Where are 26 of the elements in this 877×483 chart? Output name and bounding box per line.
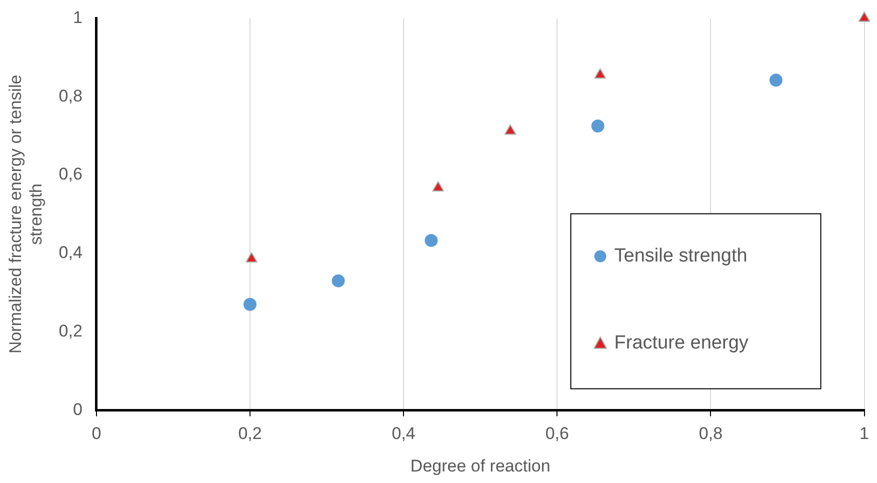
y-tick-label: 0,4 bbox=[58, 243, 82, 262]
legend-label: Fracture energy bbox=[614, 332, 749, 354]
y-tick-label: 0,2 bbox=[58, 321, 82, 340]
point bbox=[432, 181, 444, 192]
y-tick-label: 0,8 bbox=[58, 86, 82, 106]
point bbox=[591, 120, 604, 132]
y-tick-label: 1 bbox=[72, 8, 82, 27]
x-tick-label: 0,6 bbox=[545, 424, 569, 444]
point bbox=[769, 74, 782, 87]
legend-label: Tensile strength bbox=[614, 245, 748, 266]
point bbox=[594, 68, 606, 79]
point bbox=[504, 124, 516, 135]
x-tick-label: 0,8 bbox=[698, 424, 723, 444]
point bbox=[246, 252, 258, 262]
y-tick-label: 0 bbox=[72, 400, 82, 419]
point bbox=[858, 12, 870, 22]
point bbox=[332, 274, 345, 288]
x-tick-label: 1 bbox=[860, 424, 870, 444]
x-tick-label: 0,4 bbox=[392, 424, 416, 444]
x-axis-title: Degree of reaction bbox=[410, 456, 550, 476]
x-tick-label: 0 bbox=[92, 424, 102, 444]
point bbox=[244, 298, 256, 311]
y-tick-label: 0,6 bbox=[58, 164, 82, 184]
x-tick-label: 0,2 bbox=[238, 424, 262, 444]
y-axis-title: Normalized fracture energy or tensile strength bbox=[6, 74, 46, 354]
point bbox=[424, 234, 438, 247]
